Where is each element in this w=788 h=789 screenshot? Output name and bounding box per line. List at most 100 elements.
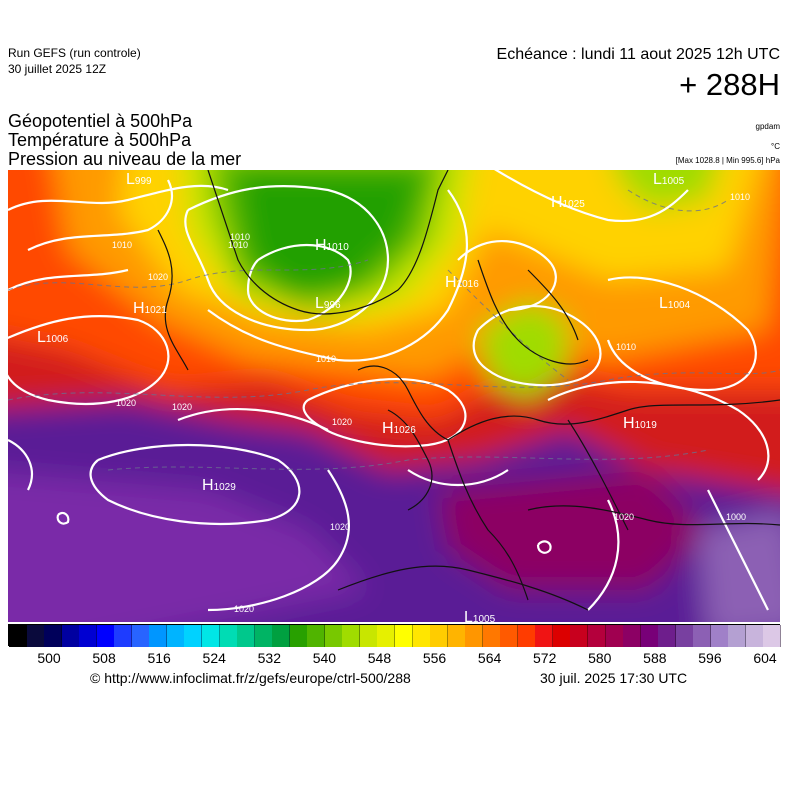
colorbar-swatch	[763, 625, 782, 647]
isobar-label: 1020	[614, 512, 634, 522]
colorbar-swatch	[44, 625, 63, 647]
colorbar-tick-label: 564	[477, 650, 502, 666]
colorbar-swatch	[202, 625, 221, 647]
colorbar-swatch	[588, 625, 607, 647]
colorbar-tick-label: 524	[202, 650, 226, 666]
pressure-center: L1006	[37, 329, 69, 346]
colorbar-swatch	[395, 625, 414, 647]
colorbar-tick-label: 596	[698, 650, 722, 666]
colorbar-swatch	[605, 625, 624, 647]
pressure-center: H1010	[315, 237, 349, 254]
valid-time: Echéance : lundi 11 aout 2025 12h UTC	[496, 46, 780, 63]
isobar-label: 1020	[332, 417, 352, 427]
colorbar-swatch	[342, 625, 361, 647]
isobar-label: 1010	[230, 232, 250, 242]
colorbar-swatch	[61, 625, 80, 647]
layer-geopotential: Géopotentiel à 500hPa	[8, 111, 193, 131]
colorbar-tick-label: 556	[422, 650, 447, 666]
colorbar-swatch	[728, 625, 747, 647]
colorbar-swatch	[482, 625, 501, 647]
colorbar-swatch	[237, 625, 256, 647]
colorbar-swatch	[9, 625, 28, 647]
colorbar-tick-label: 604	[753, 650, 777, 666]
isobar-label: 1010	[730, 192, 750, 202]
run-name: Run GEFS (run controle)	[8, 46, 141, 60]
isobar-label: 1020	[116, 398, 136, 408]
isobar-label: 1010	[112, 240, 132, 250]
layer-pressure: Pression au niveau de la mer	[8, 149, 242, 169]
lead-time: + 288H	[679, 67, 780, 102]
isobar-label: 1020	[330, 522, 350, 532]
colorbar-swatch	[447, 625, 466, 647]
colorbar-swatch	[149, 625, 168, 647]
colorbar-swatch	[359, 625, 378, 647]
colorbar-swatch	[324, 625, 343, 647]
colorbar-tick-label: 540	[312, 650, 337, 666]
colorbar-tick-label: 580	[588, 650, 612, 666]
unit-temperature: °C	[771, 142, 780, 151]
colorbar-swatch	[640, 625, 659, 647]
colorbar-swatch	[430, 625, 449, 647]
colorbar-swatch	[675, 625, 694, 647]
colorbar-swatch	[79, 625, 98, 647]
credit-link[interactable]: © http://www.infoclimat.fr/z/gefs/europe…	[90, 670, 411, 686]
coastlines	[157, 170, 780, 611]
pressure-center-labels: L999 H1010 L996 H1021 L1006 H1025 L1005 …	[37, 171, 691, 622]
colorbar-swatch	[710, 625, 729, 647]
pressure-center: L999	[126, 171, 152, 188]
colorbar	[8, 624, 782, 647]
colorbar-swatch	[517, 625, 536, 647]
colorbar-swatch	[500, 625, 519, 647]
colorbar-swatch	[377, 625, 396, 647]
pressure-range: [Max 1028.8 | Min 995.6] hPa	[675, 156, 780, 165]
colorbar-swatch	[535, 625, 554, 647]
colorbar-swatch	[307, 625, 326, 647]
colorbar-swatch	[693, 625, 712, 647]
colorbar-swatch	[166, 625, 185, 647]
colorbar-swatch	[552, 625, 571, 647]
run-date: 30 juillet 2025 12Z	[8, 62, 107, 76]
isobar-label: 1010	[228, 240, 248, 250]
colorbar-swatch	[272, 625, 291, 647]
pressure-center: L1005	[653, 171, 685, 188]
colorbar-swatch	[289, 625, 308, 647]
colorbar-swatch	[658, 625, 677, 647]
colorbar-swatch	[114, 625, 133, 647]
colorbar-swatch	[131, 625, 150, 647]
pressure-center: H1029	[202, 477, 236, 494]
colorbar-tick-label: 532	[257, 650, 281, 666]
generated-time: 30 juil. 2025 17:30 UTC	[540, 670, 688, 686]
colorbar-tick-label: 508	[92, 650, 116, 666]
geopotential-contours	[8, 189, 780, 471]
colorbar-swatch	[745, 625, 764, 647]
colorbar-tick-label: 500	[37, 650, 61, 666]
colorbar-tick-label: 572	[533, 650, 557, 666]
pressure-center: H1026	[382, 420, 416, 437]
colorbar-tick-label: 548	[367, 650, 392, 666]
pressure-center: H1019	[623, 415, 657, 432]
layer-temperature: Température à 500hPa	[8, 130, 192, 150]
forecast-map: L999 H1010 L996 H1021 L1006 H1025 L1005 …	[8, 170, 780, 622]
colorbar-swatch	[26, 625, 45, 647]
isobar-label: 1020	[148, 272, 168, 282]
colorbar-tick-label: 516	[147, 650, 171, 666]
sea-level-pressure-isobars	[8, 170, 770, 612]
isobar-label: 1000	[726, 512, 746, 522]
isobar-value-labels: 1010 1010 1010 1010 1020 1020 1020 1020 …	[112, 192, 750, 614]
isobar-label: 1020	[172, 402, 192, 412]
pressure-center: H1025	[551, 194, 585, 211]
isobar-label: 1010	[316, 354, 336, 364]
colorbar-swatch	[254, 625, 273, 647]
pressure-center: H1016	[445, 274, 479, 291]
pressure-center: L1004	[659, 295, 691, 312]
colorbar-swatch	[465, 625, 484, 647]
unit-geopotential: gpdam	[755, 122, 780, 131]
colorbar-tick-label: 588	[643, 650, 667, 666]
pressure-center: H1021	[133, 300, 167, 317]
colorbar-swatch	[412, 625, 431, 647]
isobar-label: 1010	[616, 342, 636, 352]
colorbar-swatch	[219, 625, 238, 647]
colorbar-swatch	[570, 625, 589, 647]
colorbar-swatch	[96, 625, 115, 647]
isobar-label: 1020	[234, 604, 254, 614]
